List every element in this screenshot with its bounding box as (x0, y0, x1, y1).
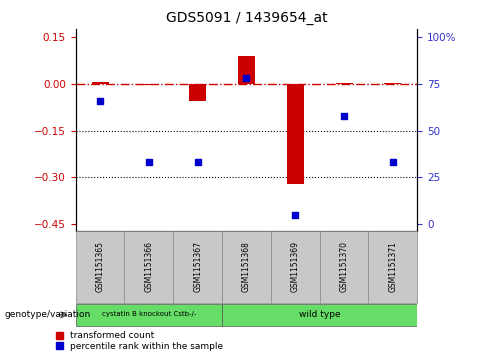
Legend: transformed count, percentile rank within the sample: transformed count, percentile rank withi… (56, 331, 224, 351)
Bar (238, 56, 255, 84)
Point (389, 159, 397, 165)
Text: genotype/variation: genotype/variation (5, 310, 91, 319)
Point (340, 113, 348, 118)
Title: GDS5091 / 1439654_at: GDS5091 / 1439654_at (165, 11, 327, 25)
Bar (287, 84, 304, 184)
Text: wild type: wild type (299, 310, 341, 319)
Bar (271, 231, 320, 303)
Text: GSM1151365: GSM1151365 (96, 241, 104, 292)
Point (96, 98, 104, 103)
Bar (222, 304, 417, 326)
Bar (124, 231, 173, 303)
Bar (385, 83, 402, 84)
Point (194, 159, 202, 165)
Bar (76, 231, 124, 303)
Text: GSM1151370: GSM1151370 (340, 241, 348, 292)
Bar (368, 231, 417, 303)
Text: GSM1151366: GSM1151366 (144, 241, 153, 292)
Bar (76, 304, 222, 326)
Bar (173, 231, 222, 303)
Point (291, 212, 299, 218)
Point (145, 159, 153, 165)
Bar (336, 83, 353, 84)
Point (243, 75, 250, 81)
Bar (222, 231, 271, 303)
Bar (92, 82, 108, 84)
Text: GSM1151371: GSM1151371 (388, 241, 397, 292)
Text: GSM1151369: GSM1151369 (291, 241, 300, 292)
Text: GSM1151368: GSM1151368 (242, 241, 251, 292)
Bar (189, 84, 206, 101)
Text: cystatin B knockout Cstb-/-: cystatin B knockout Cstb-/- (102, 311, 196, 317)
Bar (320, 231, 368, 303)
Bar (141, 84, 158, 85)
Text: GSM1151367: GSM1151367 (193, 241, 202, 292)
